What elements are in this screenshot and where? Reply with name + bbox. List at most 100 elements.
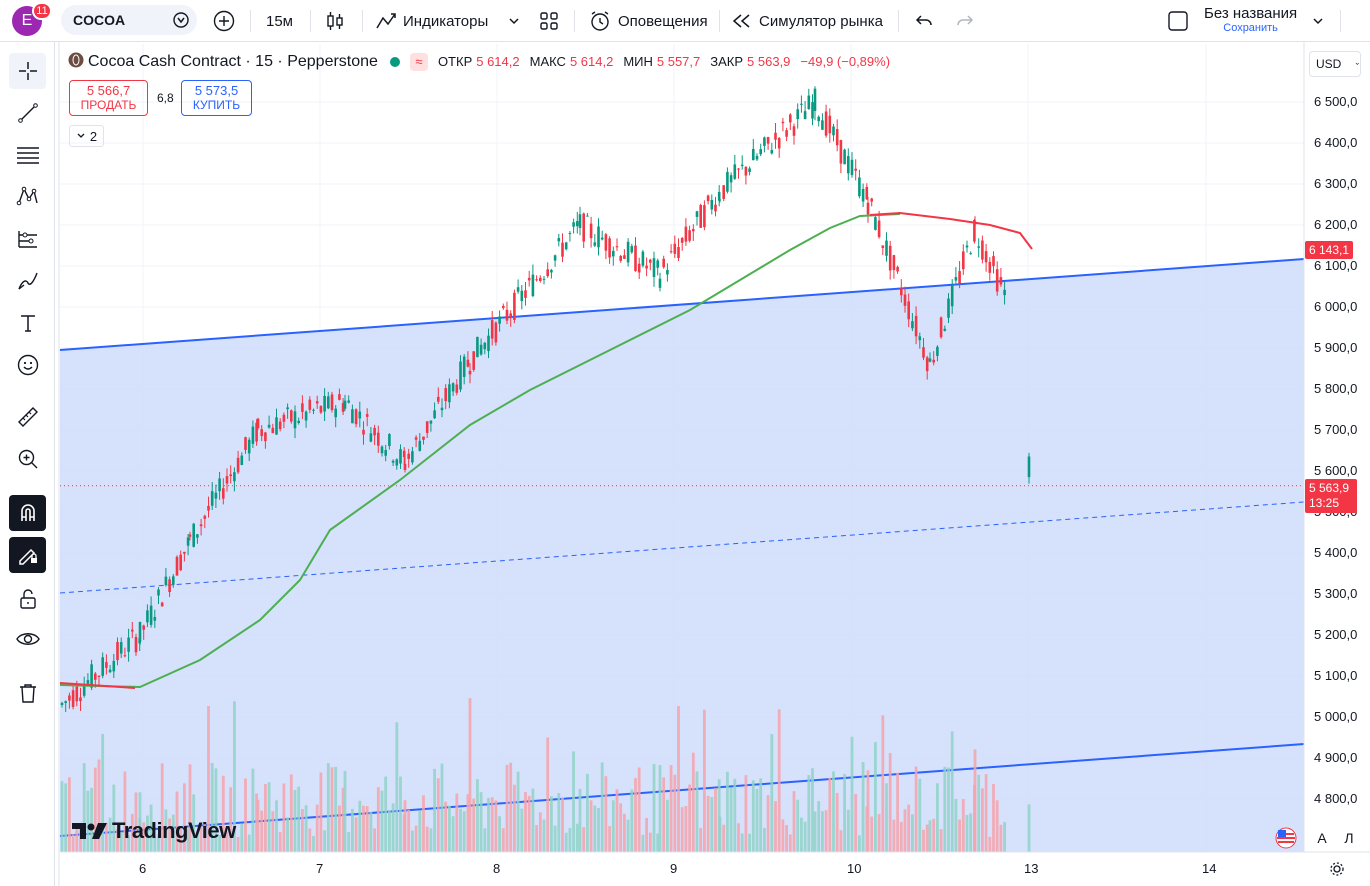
volume-bar (755, 788, 759, 852)
volume-bar (965, 814, 969, 852)
candle-body (572, 222, 575, 227)
ruler-tool[interactable] (9, 399, 46, 435)
symbol-info-icon[interactable] (171, 10, 191, 30)
forecast-tool[interactable] (9, 221, 46, 257)
candle-body (210, 491, 214, 506)
candle-body (516, 287, 520, 292)
indicators-collapse-toggle[interactable]: 2 (69, 125, 104, 147)
alerts-label: Оповещения (618, 12, 708, 30)
emoji-tool[interactable] (9, 347, 46, 383)
candle-body (236, 457, 240, 473)
candle-body (487, 335, 490, 352)
ruler-icon (17, 407, 38, 427)
text-tool[interactable] (9, 305, 46, 341)
volume-bar (770, 734, 774, 852)
fullscreen-layout-button[interactable] (1166, 8, 1190, 34)
redo-button[interactable] (954, 8, 976, 34)
lock-drawings-tool[interactable] (9, 581, 46, 617)
volume-bar (60, 781, 64, 852)
volume-bar (550, 796, 553, 852)
candle-body (669, 251, 673, 253)
volume-bar (278, 832, 282, 852)
chart-type-button[interactable] (324, 8, 346, 34)
crosshair-tool[interactable] (9, 53, 46, 89)
candle-body (892, 255, 896, 271)
price-axis-label: 6 300,0 (1314, 176, 1358, 191)
volume-bar (1027, 804, 1031, 852)
price-axis-label: 5 400,0 (1314, 545, 1358, 560)
volume-bar (597, 808, 600, 852)
candle-body (803, 111, 807, 120)
volume-bar (669, 765, 673, 852)
volume-bar (304, 805, 308, 852)
candle-body (411, 451, 414, 463)
candle-body (995, 269, 999, 292)
undo-button[interactable] (913, 8, 935, 34)
fib-tool[interactable] (9, 137, 46, 173)
candle-body (597, 226, 600, 248)
trendline-tool[interactable] (9, 95, 46, 131)
layout-menu-dropdown[interactable] (1310, 8, 1326, 34)
candle-body (984, 251, 988, 263)
candle-body (847, 156, 850, 174)
indicators-button[interactable]: Индикаторы (375, 8, 488, 34)
interval-button[interactable]: 15м (266, 8, 293, 34)
currency-selector[interactable]: USD (1309, 51, 1361, 77)
zoom-tool[interactable] (9, 441, 46, 477)
instrument-title[interactable]: Cocoa Cash Contract · 15 · Pepperstone (88, 52, 378, 70)
remove-drawings-tool[interactable] (9, 675, 46, 711)
add-symbol-button[interactable] (212, 8, 236, 34)
candle-body (717, 192, 721, 201)
symbol-search[interactable]: COCOA (61, 5, 197, 35)
candle-body (108, 669, 112, 673)
volume-bar (954, 798, 958, 852)
layouts-button[interactable] (538, 8, 560, 34)
candle-body (365, 414, 369, 417)
volume-bar (751, 780, 755, 852)
candle-body (384, 449, 387, 456)
magnet-tool[interactable] (9, 495, 46, 531)
candle-body (666, 269, 669, 275)
log-scale-button[interactable]: Л (1344, 830, 1354, 846)
brush-tool[interactable] (9, 263, 46, 299)
candle-body (327, 396, 330, 409)
stay-in-drawing-mode-tool[interactable] (9, 537, 46, 573)
pattern-icon (16, 186, 38, 206)
candle-body (86, 680, 90, 684)
volume-bar (487, 797, 490, 852)
candle-body (800, 103, 803, 105)
data-delay-icon[interactable]: ≈ (409, 52, 428, 71)
sell-button[interactable]: 5 566,7 ПРОДАТЬ (69, 80, 148, 116)
time-axis-settings[interactable] (1326, 858, 1348, 880)
candle-body (395, 459, 399, 466)
buy-button[interactable]: 5 573,5 КУПИТЬ (181, 80, 252, 116)
region-flag-button[interactable] (1275, 827, 1297, 849)
user-avatar[interactable]: E 11 (12, 2, 52, 36)
volume-bar (813, 811, 817, 852)
candle-body (229, 474, 232, 477)
candle-body (97, 675, 101, 677)
candle-body (256, 418, 260, 429)
pattern-tool[interactable] (9, 179, 46, 215)
candle-body (637, 263, 641, 273)
candle-body (673, 243, 677, 254)
volume-bar (455, 793, 459, 852)
alerts-button[interactable]: Оповещения (588, 8, 708, 34)
tradingview-logo[interactable]: TradingView (72, 818, 236, 844)
candle-body (425, 421, 429, 433)
market-simulator-button[interactable]: Симулятор рынка (731, 8, 883, 34)
hide-drawings-tool[interactable] (9, 621, 46, 657)
volume-bar (561, 797, 564, 852)
save-layout-button[interactable]: Без названия Сохранить (1204, 5, 1297, 34)
volume-bar (373, 828, 376, 852)
volume-bar (462, 811, 466, 852)
candle-body (703, 205, 706, 228)
volume-bar (861, 762, 865, 852)
indicators-dropdown[interactable] (506, 8, 522, 34)
auto-scale-button[interactable]: A (1317, 830, 1327, 846)
candle-body (718, 199, 722, 201)
candle-body (626, 241, 630, 263)
candle-body (275, 417, 278, 435)
candle-body (214, 492, 218, 499)
